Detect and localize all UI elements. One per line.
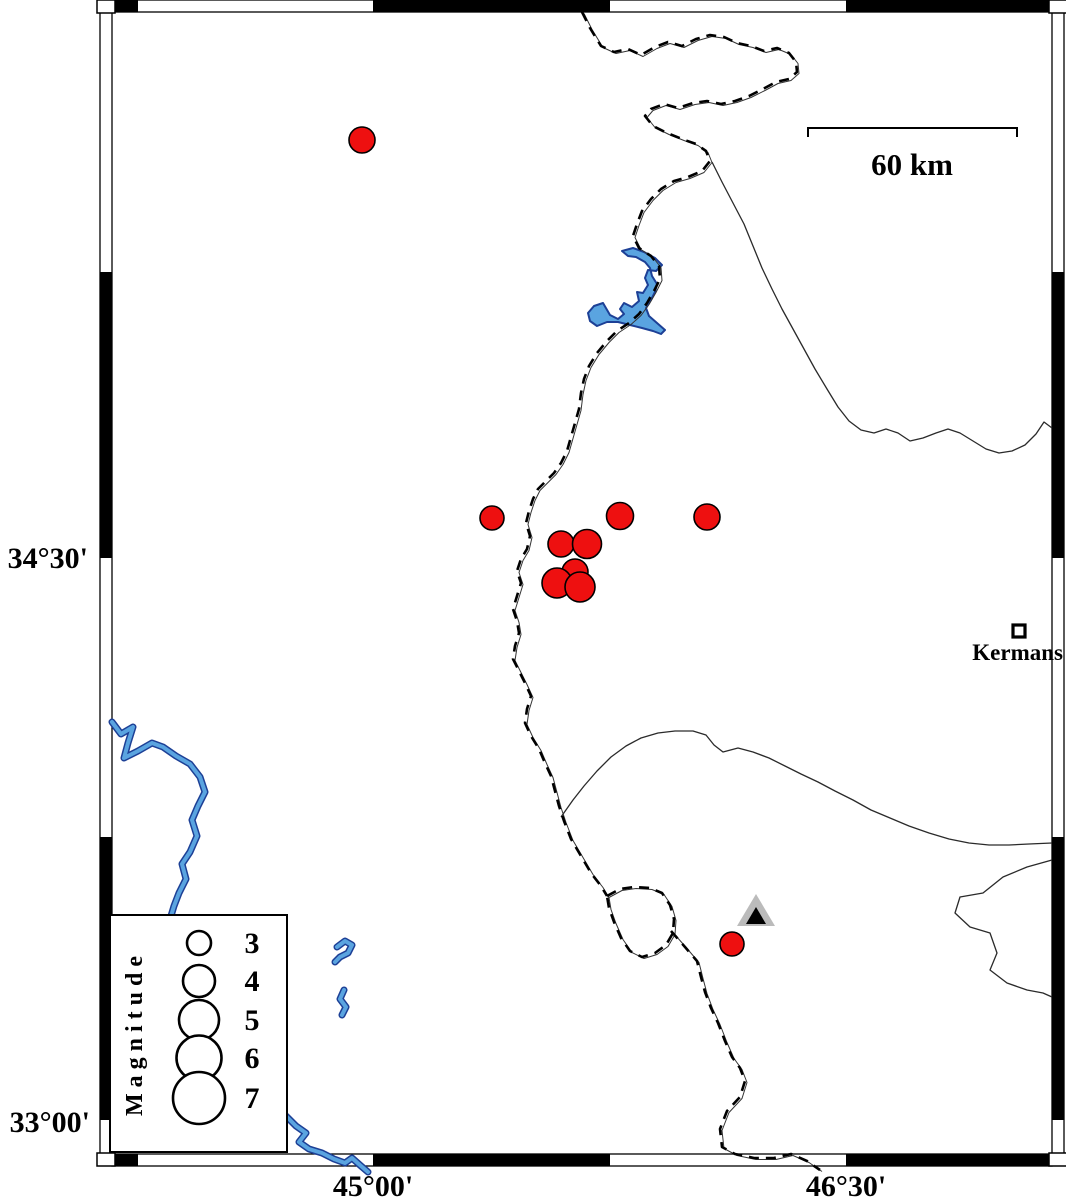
scale-bar-line [807, 127, 1018, 137]
international-border-dashed [670, 930, 821, 1172]
longitude-label-45-00: 45°00' [333, 1170, 413, 1200]
earthquake-epicenter [605, 501, 635, 531]
frame-segment [373, 1154, 610, 1166]
legend-title: Magnitude [122, 950, 148, 1116]
frame-corner [1048, 0, 1066, 14]
river [284, 1114, 370, 1174]
magnitude-legend: Magnitude 3 4 5 6 7 [109, 914, 288, 1153]
frame-corner [96, 1152, 116, 1167]
boundary-line [954, 859, 1053, 998]
river [110, 720, 207, 918]
frame-segment [112, 1154, 138, 1166]
legend-magnitude-circle [181, 963, 217, 999]
frame-segment [1052, 837, 1064, 1120]
city-kermanshah: Kermans [972, 623, 1063, 665]
river [333, 939, 354, 964]
boundary-line [560, 730, 1053, 846]
earthquake-epicenter [547, 530, 575, 558]
borders-layer [511, 11, 1053, 1172]
earthquake-epicenter [348, 126, 376, 154]
latitude-label-33-00: 33°00' [10, 1106, 90, 1139]
boundary-line [711, 161, 1053, 454]
earthquake-layer [348, 126, 745, 957]
international-border-dashed [511, 11, 799, 897]
frame-segment [100, 272, 112, 558]
legend-magnitude-value: 6 [245, 1042, 260, 1075]
station-triangle-inner [746, 907, 766, 924]
legend-items: 3 4 5 6 7 [171, 927, 260, 1126]
frame-segment [373, 0, 610, 12]
legend-magnitude-circle [177, 998, 221, 1042]
frame-segment [846, 0, 1052, 12]
border-companion-line [672, 932, 823, 1172]
frame-corner [1048, 1152, 1066, 1167]
scale-bar-label: 60 km [871, 147, 953, 182]
earthquake-epicenter [571, 528, 603, 560]
earthquake-epicenter [719, 931, 745, 957]
water-layer [108, 247, 666, 1176]
latitude-label-34-30: 34°30' [8, 542, 88, 575]
legend-magnitude-circle [171, 1070, 227, 1126]
legend-magnitude-value: 4 [245, 965, 260, 998]
city-square-icon [1011, 623, 1027, 639]
city-label: Kermans [972, 640, 1063, 665]
border-companion-line [608, 888, 677, 959]
legend-magnitude-value: 7 [245, 1082, 260, 1115]
seismic-station-triangle-icon [737, 894, 775, 926]
river [338, 988, 348, 1017]
scale-bar: 60 km [807, 127, 1018, 182]
frame-segment [112, 0, 138, 12]
earthquake-epicenter [564, 571, 596, 603]
frame-corner [96, 0, 116, 14]
legend-magnitude-value: 5 [245, 1004, 260, 1037]
longitude-label-46-30: 46°30' [806, 1170, 886, 1200]
lake [587, 247, 666, 335]
frame-segment [1052, 272, 1064, 558]
legend-magnitude-circle [185, 929, 213, 957]
border-companion-line [514, 13, 800, 898]
frame-segment [846, 1154, 1052, 1166]
earthquake-epicenter [479, 505, 505, 531]
legend-magnitude-value: 3 [245, 927, 260, 960]
map-frame [96, 0, 1066, 1167]
earthquake-epicenter [693, 503, 721, 531]
international-border-dashed [605, 885, 676, 959]
axis-labels: 34°30' 33°00' 45°00' 46°30' [8, 542, 887, 1200]
